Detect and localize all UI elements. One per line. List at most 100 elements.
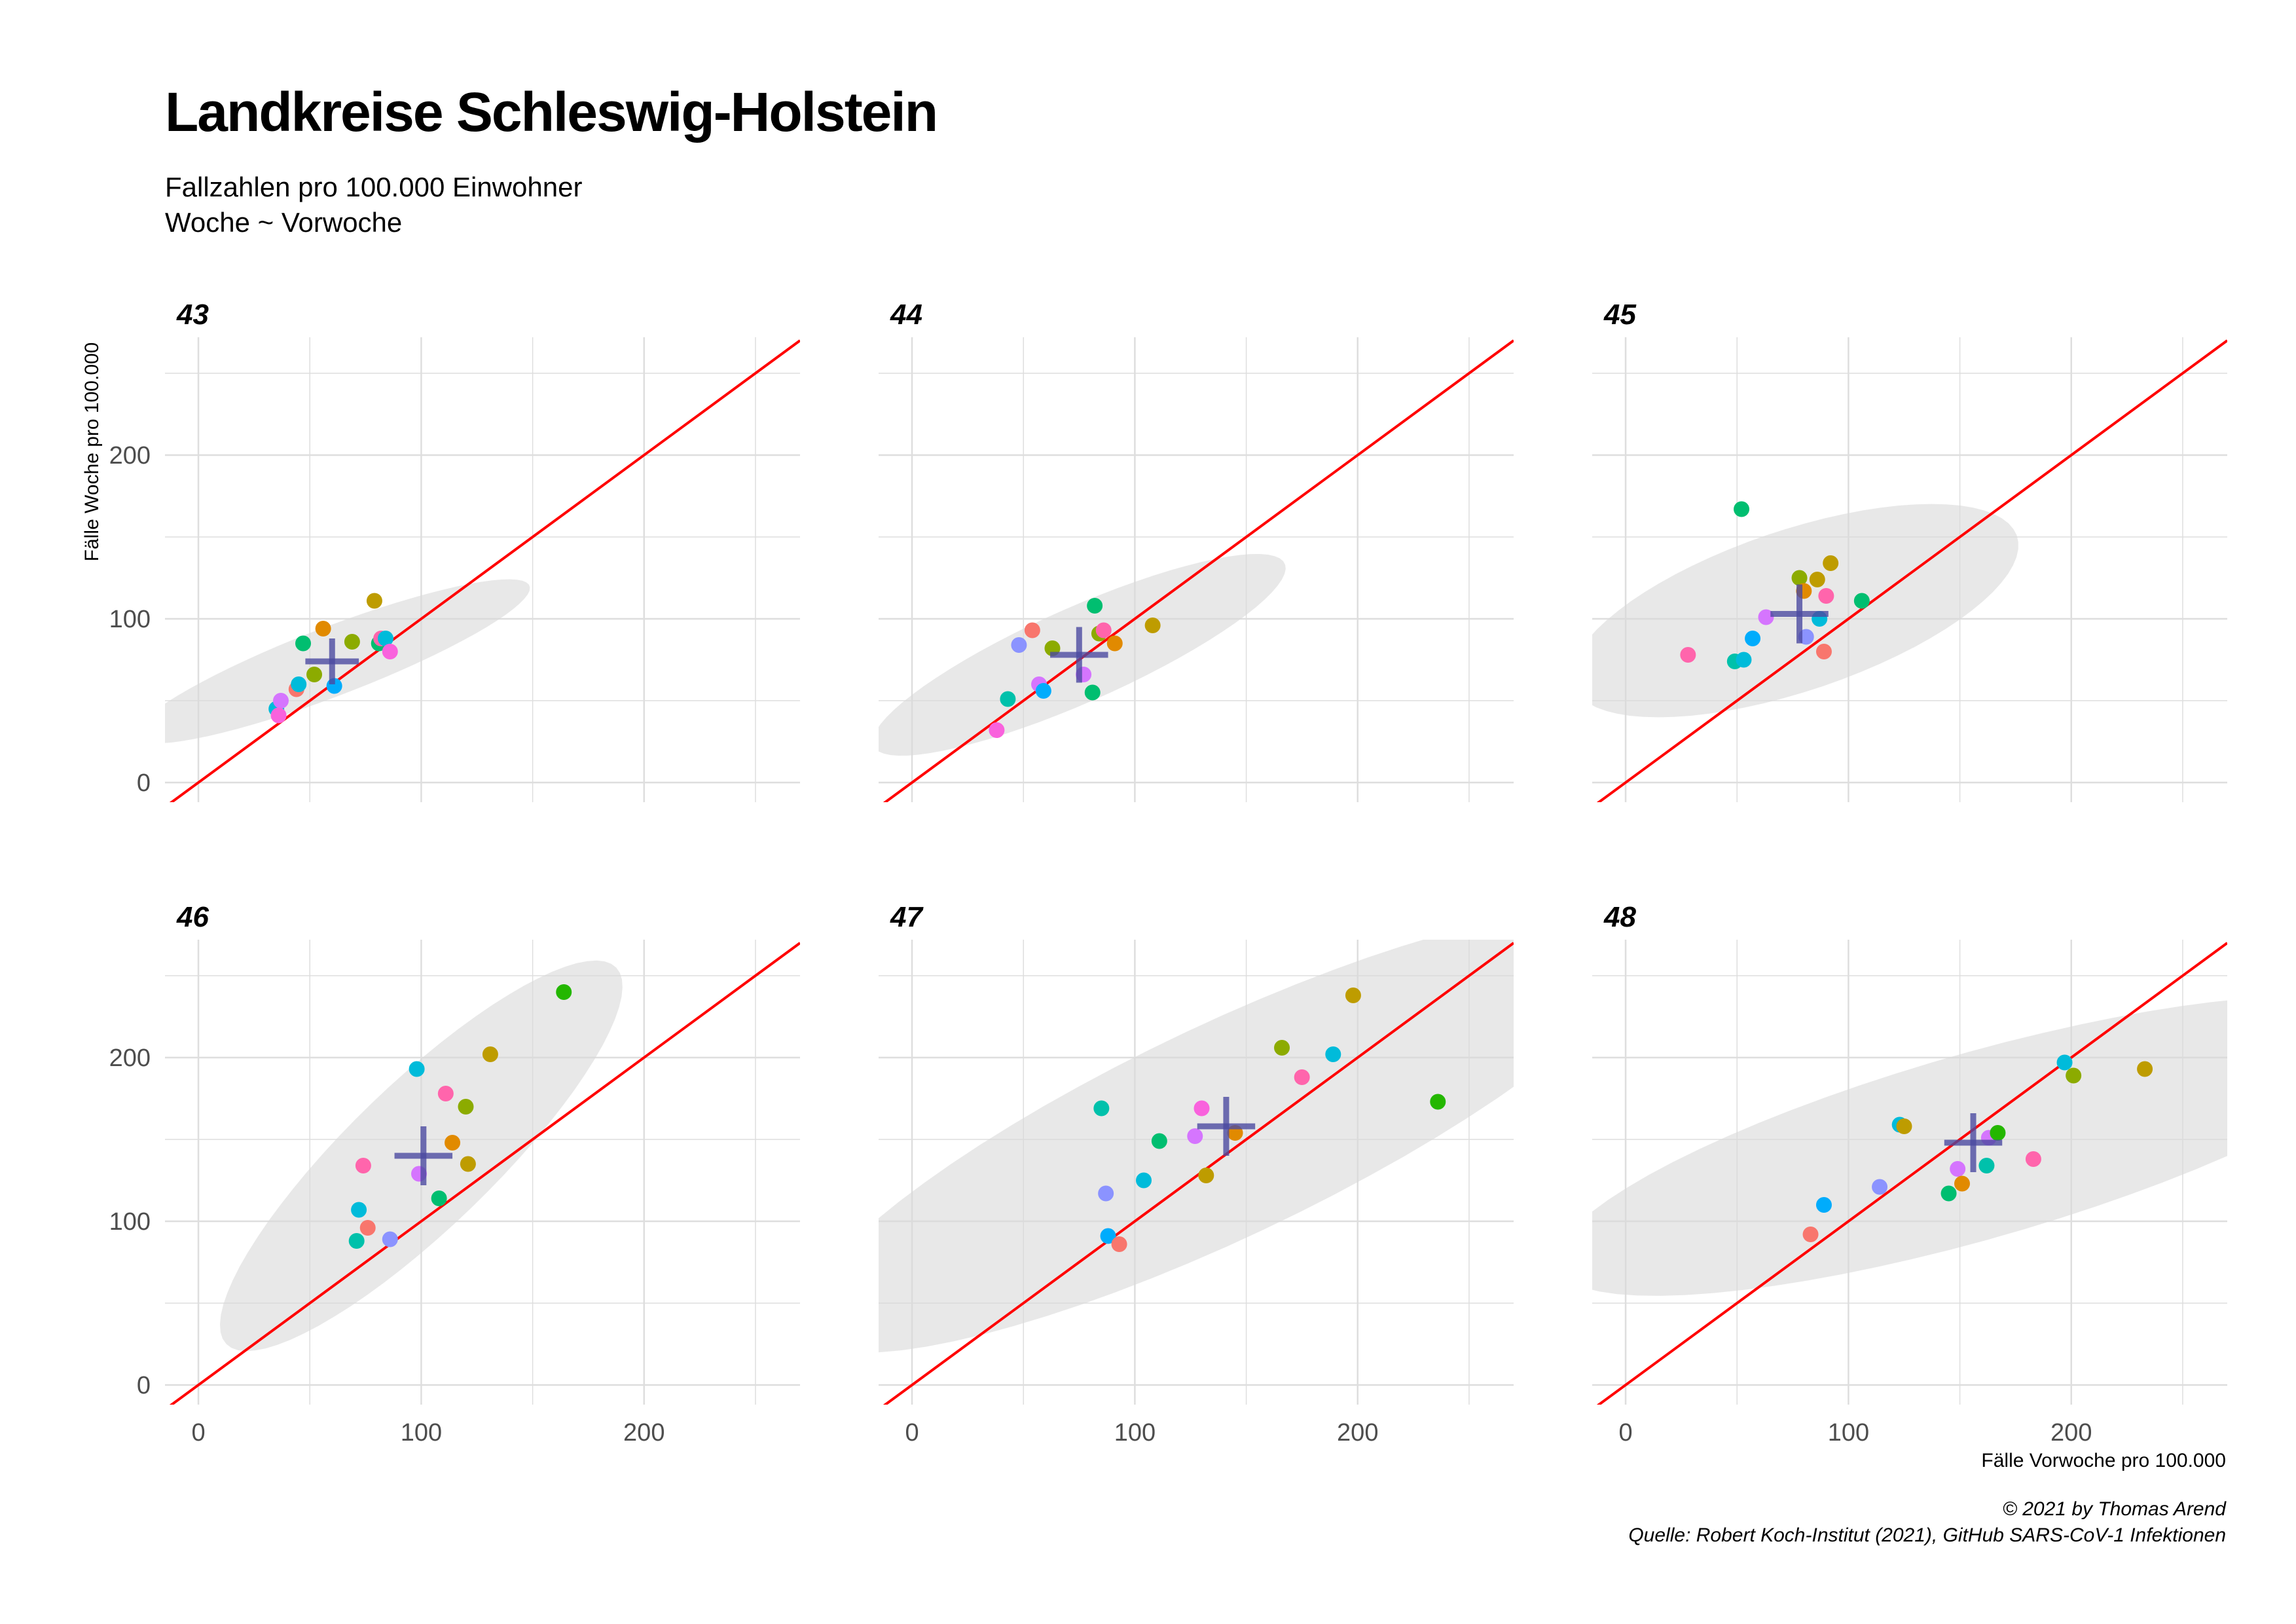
data-point: [1000, 691, 1016, 707]
data-point: [1758, 609, 1774, 625]
data-point: [556, 984, 572, 1000]
data-point: [1325, 1046, 1341, 1062]
y-tick-label: 0: [137, 769, 151, 797]
data-point: [1151, 1133, 1167, 1149]
caption-copyright: © 2021 by Thomas Arend: [2003, 1498, 2227, 1520]
data-point: [306, 667, 323, 682]
facet-panel-44: 44: [879, 299, 1514, 802]
data-point: [431, 1190, 447, 1206]
data-point: [458, 1099, 474, 1115]
y-axis-label: Fälle Woche pro 100.000: [81, 342, 103, 562]
y-tick-label: 100: [109, 1208, 151, 1236]
data-point: [1106, 635, 1123, 652]
data-point: [445, 1135, 461, 1151]
y-tick-label: 100: [109, 606, 151, 633]
caption-source: Quelle: Robert Koch-Institut (2021), Git…: [1628, 1524, 2226, 1546]
reference-line-y-equals-x: [169, 339, 800, 802]
data-point: [270, 707, 287, 724]
y-tick-label: 200: [109, 442, 151, 470]
data-point: [2137, 1061, 2153, 1077]
data-point: [272, 693, 289, 709]
data-point: [1734, 501, 1750, 517]
facet-label: 43: [176, 299, 209, 331]
data-point: [1294, 1069, 1310, 1085]
data-point: [1024, 622, 1040, 638]
data-point: [1136, 1172, 1152, 1189]
panel-plot-area: [879, 337, 1514, 802]
data-point: [460, 1156, 476, 1172]
x-tick-label: 0: [191, 1419, 205, 1447]
data-point: [377, 631, 393, 646]
data-point: [437, 1086, 454, 1101]
reference-line-y-equals-x: [1596, 942, 2227, 1405]
x-tick-label: 100: [401, 1419, 442, 1447]
data-point: [1978, 1158, 1995, 1173]
panel-plot-area: [879, 940, 1514, 1405]
chart-title: Landkreise Schleswig-Holstein: [165, 81, 937, 143]
facet-panel-47: 47 0 100 200: [879, 901, 1514, 1447]
data-point: [348, 1233, 365, 1249]
data-point: [1802, 1227, 1819, 1242]
data-point: [1950, 1161, 1966, 1177]
x-tick-label: 0: [905, 1419, 919, 1447]
data-point: [1111, 1236, 1127, 1252]
reference-line-y-equals-x: [883, 942, 1514, 1405]
panel-plot-area: [165, 337, 800, 802]
data-point: [1736, 652, 1752, 668]
facet-panel-43: 43 0 100 200: [109, 299, 800, 802]
y-tick-label: 0: [137, 1372, 151, 1399]
facet-label: 47: [890, 901, 924, 933]
reference-line-y-equals-x: [883, 339, 1514, 802]
data-point: [344, 634, 360, 650]
data-point: [1084, 684, 1101, 701]
data-point: [2025, 1151, 2041, 1167]
data-point: [1823, 555, 1839, 571]
facet-label: 46: [176, 901, 209, 933]
data-point: [1809, 572, 1825, 587]
facet-panel-45: 45: [1592, 299, 2227, 802]
panel-plot-area: [1592, 940, 2227, 1405]
data-point: [1791, 570, 1808, 586]
facet-label: 44: [890, 299, 922, 331]
confidence-ellipse: [879, 940, 1514, 1353]
facet-label: 45: [1603, 299, 1636, 331]
data-point: [989, 722, 1005, 738]
data-point: [1087, 598, 1103, 614]
data-point: [366, 593, 382, 609]
data-point: [1680, 647, 1696, 663]
facet-panel-48: 48 0 100 200: [1592, 901, 2227, 1447]
data-point: [291, 676, 307, 692]
reference-line-y-equals-x: [1596, 339, 2227, 802]
data-point: [1198, 1168, 1214, 1183]
x-tick-label: 100: [1114, 1419, 1156, 1447]
x-tick-label: 100: [1828, 1419, 1869, 1447]
data-point: [1187, 1128, 1203, 1144]
data-point: [1941, 1185, 1957, 1202]
x-tick-label: 0: [1618, 1419, 1632, 1447]
data-point: [1745, 631, 1761, 646]
data-point: [1035, 683, 1051, 699]
chart-subtitle-line-1: Fallzahlen pro 100.000 Einwohner: [165, 172, 582, 202]
x-tick-label: 200: [1337, 1419, 1378, 1447]
facet-panel-46: 46 0 100 200 0 100 200: [109, 901, 800, 1447]
data-point: [1872, 1179, 1888, 1195]
panel-plot-area: [165, 940, 800, 1405]
x-axis-label: Fälle Vorwoche pro 100.000: [1981, 1450, 2226, 1471]
data-point: [1990, 1125, 2006, 1141]
data-point: [1954, 1175, 1970, 1192]
confidence-ellipse: [1592, 1000, 2227, 1296]
data-point: [1853, 593, 1870, 609]
data-point: [355, 1158, 371, 1173]
y-tick-label: 200: [109, 1044, 151, 1072]
data-point: [359, 1220, 376, 1236]
data-point: [409, 1061, 425, 1077]
data-point: [382, 1231, 398, 1247]
data-point: [2066, 1067, 2082, 1084]
x-tick-label: 200: [2050, 1419, 2092, 1447]
data-point: [1098, 1185, 1114, 1202]
data-point: [1144, 618, 1161, 633]
data-point: [1896, 1118, 1912, 1134]
data-point: [1815, 1197, 1832, 1213]
data-point: [1345, 987, 1361, 1003]
